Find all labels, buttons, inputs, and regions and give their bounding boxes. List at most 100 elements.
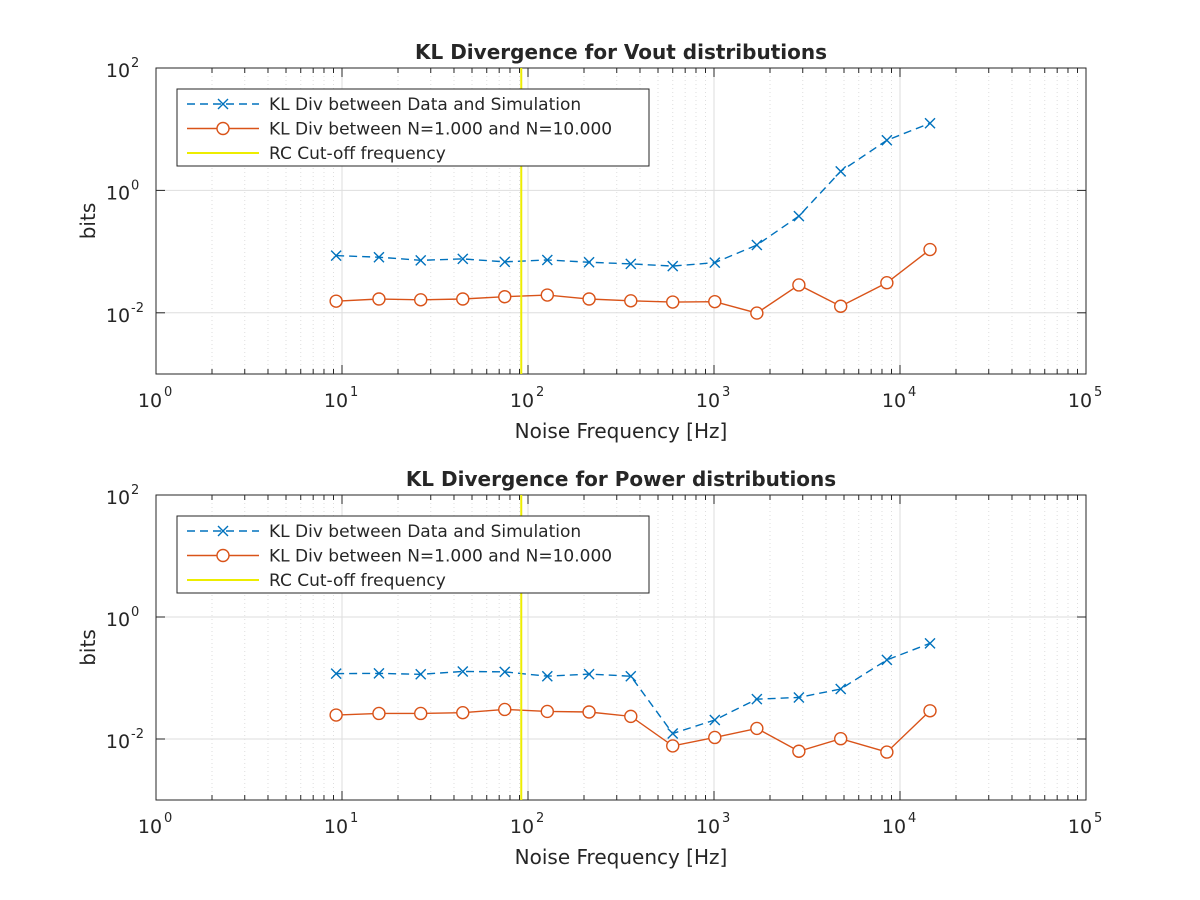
axes-box: [155, 67, 1087, 375]
data-point-x-marker: [373, 667, 385, 679]
data-point-circle-marker: [792, 744, 806, 758]
x-tick-label-exponent: 0: [164, 385, 172, 400]
x-tick-label: 10: [138, 816, 162, 838]
x-tick-label-exponent: 1: [350, 811, 358, 826]
data-point-circle-marker: [456, 292, 470, 306]
data-point-x-marker: [457, 665, 469, 677]
ticks: [155, 495, 1087, 800]
data-point-circle-marker: [666, 295, 680, 309]
legend-swatch-x-marker: [217, 98, 229, 110]
data-point-x-marker: [667, 260, 679, 272]
legend-entry-label: RC Cut-off frequency: [269, 144, 446, 164]
data-point-x-marker: [924, 637, 936, 649]
data-point-x-marker: [709, 257, 721, 269]
data-point-circle-marker: [582, 705, 596, 719]
chart-title: KL Divergence for Vout distributions: [415, 40, 827, 64]
y-tick-label: 10: [106, 609, 130, 631]
ticks: [155, 68, 1087, 374]
data-point-x-marker: [625, 258, 637, 270]
legend-entry-label: KL Div between Data and Simulation: [269, 522, 581, 542]
x-axis-label: Noise Frequency [Hz]: [515, 845, 728, 869]
y-tick-label: 10: [106, 487, 130, 509]
x-tick-label-exponent: 4: [908, 385, 916, 400]
data-point-x-marker: [415, 254, 427, 266]
data-point-circle-marker: [498, 702, 512, 717]
data-point-circle-marker: [624, 709, 638, 724]
x-tick-label: 10: [324, 816, 348, 838]
data-point-x-marker: [541, 254, 553, 266]
data-point-circle-marker: [880, 276, 894, 290]
data-point-x-marker: [924, 117, 936, 129]
data-point-circle-marker: [414, 706, 428, 721]
series-1: [330, 117, 936, 272]
y-axis-label: bits: [76, 629, 100, 666]
x-tick-label: 10: [510, 816, 534, 838]
y-tick-label-exponent: 2: [131, 56, 139, 71]
data-point-circle-marker: [750, 721, 764, 736]
data-point-circle-marker: [923, 242, 937, 257]
data-point-x-marker: [541, 670, 553, 682]
data-point-circle-marker: [708, 730, 722, 745]
x-tick-label-exponent: 5: [1094, 385, 1102, 400]
y-tick-label-exponent: -2: [131, 301, 144, 316]
data-point-x-marker: [373, 251, 385, 263]
chart-title: KL Divergence for Power distributions: [406, 467, 836, 491]
data-point-x-marker: [583, 256, 595, 268]
x-tick-label: 10: [882, 390, 906, 412]
data-point-x-marker: [793, 691, 805, 703]
y-tick-label: 10: [106, 182, 130, 204]
legend-swatch-circle-marker: [216, 121, 230, 136]
data-point-x-marker: [583, 668, 595, 680]
data-point-x-marker: [881, 134, 893, 146]
data-point-circle-marker: [414, 293, 428, 307]
y-tick-label-exponent: -2: [131, 727, 144, 742]
data-point-x-marker: [751, 693, 763, 705]
x-tick-label-exponent: 3: [722, 811, 730, 826]
data-point-x-marker: [835, 165, 847, 177]
x-tick-label: 10: [138, 390, 162, 412]
legend: KL Div between Data and Simulation KL Div…: [176, 88, 650, 167]
data-point-x-marker: [415, 668, 427, 680]
x-tick-label-exponent: 2: [536, 811, 544, 826]
x-tick-label-exponent: 2: [536, 385, 544, 400]
y-tick-label-exponent: 0: [131, 605, 139, 620]
data-point-circle-marker: [923, 704, 937, 718]
x-tick-label: 10: [510, 390, 534, 412]
data-point-circle-marker: [792, 278, 806, 292]
series-2: [329, 242, 937, 320]
data-point-circle-marker: [834, 732, 848, 746]
data-point-x-marker: [709, 714, 721, 726]
y-tick-label-exponent: 0: [131, 178, 139, 193]
x-tick-label: 10: [696, 390, 720, 412]
data-point-x-marker: [751, 239, 763, 251]
data-point-circle-marker: [456, 705, 470, 720]
chart-2: 10 0 10 1 10 2 10 3 10 4 10 510 -210 010 2 KL Divergenc…: [76, 467, 1102, 869]
chart-1: 10 0 10 1 10 2 10 3 10 4 10 510 -210 010 2 KL Divergenc…: [76, 40, 1102, 443]
data-point-circle-marker: [666, 739, 680, 753]
x-tick-label-exponent: 4: [908, 811, 916, 826]
x-tick-label: 10: [882, 816, 906, 838]
data-point-x-marker: [499, 666, 511, 678]
data-point-x-marker: [881, 654, 893, 666]
data-point-circle-marker: [624, 294, 638, 308]
data-point-x-marker: [793, 210, 805, 222]
grid: [156, 495, 1086, 800]
data-point-circle-marker: [329, 708, 343, 722]
y-tick-label: 10: [106, 60, 130, 82]
legend-swatch-x-marker: [217, 525, 229, 537]
series-1: [330, 637, 936, 740]
x-tick-label-exponent: 1: [350, 385, 358, 400]
data-point-x-marker: [835, 683, 847, 695]
series-2: [329, 702, 937, 759]
y-tick-label: 10: [106, 731, 130, 753]
x-tick-label: 10: [1068, 390, 1092, 412]
legend-entry-label: KL Div between Data and Simulation: [269, 95, 581, 115]
x-tick-label-exponent: 3: [722, 385, 730, 400]
grid: [156, 68, 1086, 374]
data-point-x-marker: [457, 253, 469, 265]
data-point-circle-marker: [372, 292, 386, 306]
data-point-circle-marker: [329, 294, 343, 308]
y-tick-label-exponent: 2: [131, 483, 139, 498]
series-line: [336, 122, 931, 267]
